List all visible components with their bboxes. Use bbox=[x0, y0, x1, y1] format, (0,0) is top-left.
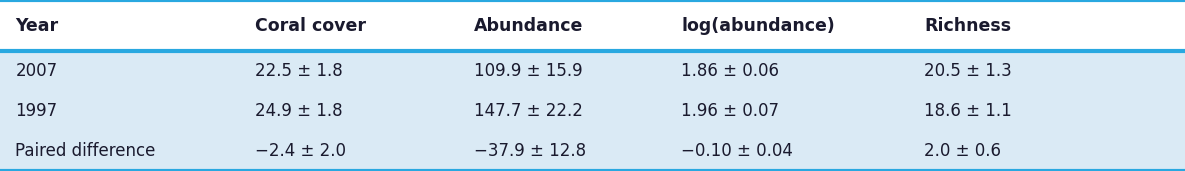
Text: Year: Year bbox=[15, 17, 58, 35]
Text: Coral cover: Coral cover bbox=[255, 17, 366, 35]
Bar bbox=[0, 51, 1185, 91]
Text: 1997: 1997 bbox=[15, 102, 58, 120]
Text: 18.6 ± 1.1: 18.6 ± 1.1 bbox=[924, 102, 1012, 120]
Text: −0.10 ± 0.04: −0.10 ± 0.04 bbox=[681, 142, 793, 160]
Bar bbox=[0, 131, 1185, 171]
Text: 22.5 ± 1.8: 22.5 ± 1.8 bbox=[255, 62, 342, 80]
Text: 1.96 ± 0.07: 1.96 ± 0.07 bbox=[681, 102, 780, 120]
Text: 24.9 ± 1.8: 24.9 ± 1.8 bbox=[255, 102, 342, 120]
Text: Paired difference: Paired difference bbox=[15, 142, 155, 160]
Text: log(abundance): log(abundance) bbox=[681, 17, 835, 35]
Text: −2.4 ± 2.0: −2.4 ± 2.0 bbox=[255, 142, 346, 160]
Text: Richness: Richness bbox=[924, 17, 1012, 35]
Bar bbox=[0, 91, 1185, 131]
Text: −37.9 ± 12.8: −37.9 ± 12.8 bbox=[474, 142, 587, 160]
Text: 109.9 ± 15.9: 109.9 ± 15.9 bbox=[474, 62, 583, 80]
Text: Abundance: Abundance bbox=[474, 17, 583, 35]
Text: 20.5 ± 1.3: 20.5 ± 1.3 bbox=[924, 62, 1012, 80]
Text: 147.7 ± 22.2: 147.7 ± 22.2 bbox=[474, 102, 583, 120]
Text: 2007: 2007 bbox=[15, 62, 58, 80]
Text: 2.0 ± 0.6: 2.0 ± 0.6 bbox=[924, 142, 1001, 160]
Text: 1.86 ± 0.06: 1.86 ± 0.06 bbox=[681, 62, 780, 80]
